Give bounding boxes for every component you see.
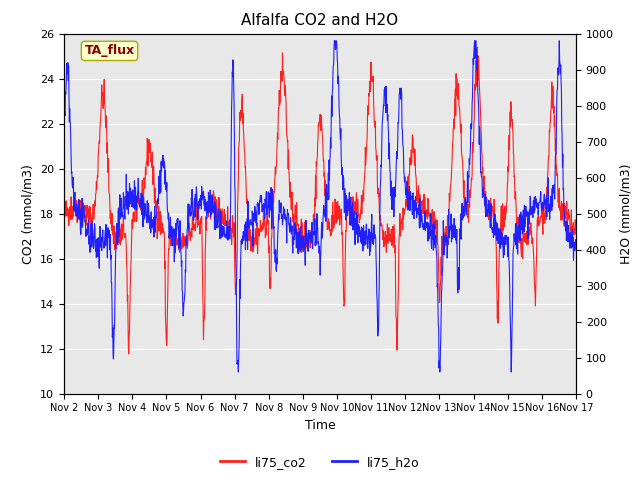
li75_co2 — [399, 216, 407, 222]
li75_co2 — [572, 225, 580, 230]
Y-axis label: CO2 (mmol/m3): CO2 (mmol/m3) — [22, 164, 35, 264]
li75_h2o — [161, 168, 169, 173]
li75_co2 — [174, 235, 182, 241]
li75_h2o — [512, 242, 520, 248]
li75_co2 — [60, 209, 68, 215]
Legend: li75_co2, li75_h2o: li75_co2, li75_h2o — [215, 451, 425, 474]
li75_h2o — [234, 369, 242, 375]
li75_h2o — [400, 168, 408, 174]
Text: TA_flux: TA_flux — [84, 44, 134, 58]
li75_co2 — [473, 45, 481, 50]
X-axis label: Time: Time — [305, 419, 335, 432]
Line: li75_co2: li75_co2 — [64, 48, 576, 354]
li75_h2o — [60, 123, 68, 129]
li75_co2 — [232, 292, 239, 298]
Line: li75_h2o: li75_h2o — [64, 41, 576, 372]
li75_h2o — [331, 38, 339, 44]
li75_co2 — [512, 197, 520, 203]
li75_co2 — [162, 321, 170, 327]
li75_h2o — [572, 241, 580, 247]
li75_h2o — [467, 130, 474, 135]
li75_h2o — [174, 216, 182, 221]
li75_h2o — [231, 191, 239, 196]
Title: Alfalfa CO2 and H2O: Alfalfa CO2 and H2O — [241, 13, 399, 28]
li75_co2 — [467, 194, 474, 200]
Y-axis label: H2O (mmol/m3): H2O (mmol/m3) — [620, 163, 632, 264]
li75_co2 — [125, 351, 132, 357]
